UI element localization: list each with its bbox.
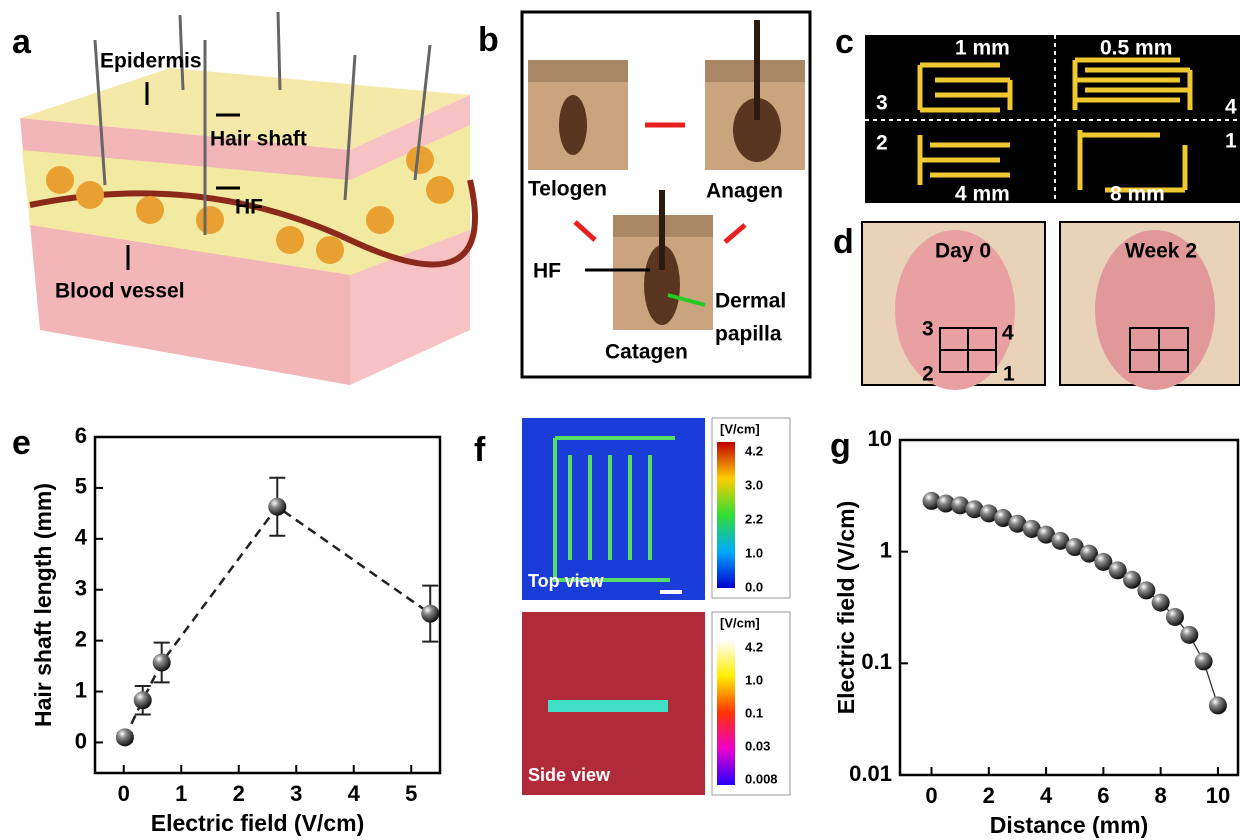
panel-d: d Day 0 Week 2 3 4 2 1: [833, 222, 1240, 390]
x-tick-label: 1: [175, 781, 187, 806]
colorbar-tick: 4.2: [745, 443, 763, 458]
y-tick-label: 1: [75, 677, 87, 702]
x-axis-label: Distance (mm): [990, 812, 1148, 838]
figure: a Epidermis Hair shaft HF Blood vessel b…: [0, 0, 1240, 840]
colorbar-tick: 0.008: [745, 771, 778, 786]
number: 2: [876, 132, 888, 155]
panel-a: a Epidermis Hair shaft HF Blood vessel: [12, 12, 475, 385]
plot-frame: [95, 437, 440, 773]
y-axis-label: Hair shaft length (mm): [30, 483, 56, 727]
colorbar-tick: 3.0: [745, 477, 763, 492]
y-tick-label: 6: [75, 423, 87, 448]
y-tick-label: 5: [75, 474, 87, 499]
x-axis-label: Electric field (V/cm): [151, 810, 364, 836]
data-point: [1137, 581, 1155, 599]
label: Anagen: [706, 180, 783, 203]
label: Hair shaft: [210, 128, 307, 151]
scale-bar: [660, 590, 682, 594]
label: Dermal: [715, 290, 786, 313]
x-tick-label: 4: [348, 781, 361, 806]
label: papilla: [715, 323, 782, 346]
y-tick-label: 0: [75, 728, 87, 753]
data-point: [421, 605, 439, 623]
number: 3: [876, 92, 888, 115]
field-pattern: [548, 700, 668, 712]
size-label: 1 mm: [955, 37, 1010, 60]
y-tick-label: 0.1: [861, 649, 892, 674]
label: HF: [235, 196, 263, 219]
colorbar: [717, 640, 735, 785]
label: Catagen: [605, 341, 688, 364]
panel-letter: d: [833, 223, 854, 261]
x-tick-label: 10: [1206, 783, 1230, 808]
data-point: [1152, 594, 1170, 612]
x-tick-label: 4: [1040, 783, 1053, 808]
connector-line: [125, 507, 430, 738]
x-tick-label: 2: [233, 781, 245, 806]
day-label: Day 0: [935, 240, 991, 263]
colorbar: [717, 442, 735, 588]
label: Telogen: [528, 178, 607, 201]
page: a Epidermis Hair shaft HF Blood vessel b…: [0, 0, 1240, 840]
data-point: [1180, 626, 1198, 644]
colorbar-tick: 4.2: [745, 639, 763, 654]
plot-frame: [900, 440, 1238, 775]
panel-letter: e: [12, 424, 31, 462]
data-point: [153, 654, 171, 672]
label: Epidermis: [100, 50, 202, 73]
data-point: [134, 691, 152, 709]
data-point: [268, 498, 286, 516]
data-point: [1209, 696, 1227, 714]
data-point: [1166, 608, 1184, 626]
colorbar-unit: [V/cm]: [720, 615, 760, 630]
y-tick-label: 0.01: [849, 761, 892, 786]
x-tick-label: 5: [405, 781, 417, 806]
y-tick-label: 3: [75, 576, 87, 601]
panel-letter: c: [835, 23, 854, 61]
size-label: 0.5 mm: [1100, 37, 1172, 60]
panel-letter: f: [474, 431, 486, 469]
colorbar-tick: 1.0: [745, 545, 763, 560]
colorbar-tick: 2.2: [745, 511, 763, 526]
data-point: [116, 728, 134, 746]
x-tick-label: 2: [983, 783, 995, 808]
label: Blood vessel: [55, 280, 185, 303]
colorbar-tick: 0.0: [745, 579, 763, 594]
x-tick-label: 0: [118, 781, 130, 806]
colorbar-tick: 0.03: [745, 738, 770, 753]
number: 1: [1003, 363, 1015, 386]
panel-letter: g: [830, 427, 851, 465]
connector-line: [932, 501, 1218, 706]
number: 3: [922, 318, 934, 341]
panel-letter: a: [12, 23, 32, 61]
colorbar-tick: 1.0: [745, 672, 763, 687]
number: 4: [1225, 96, 1237, 119]
number: 1: [1225, 130, 1237, 153]
y-tick-label: 1: [880, 537, 892, 562]
panel-letter: b: [478, 21, 499, 59]
size-label: 8 mm: [1110, 183, 1165, 206]
x-tick-label: 3: [290, 781, 302, 806]
day-label: Week 2: [1125, 240, 1197, 263]
view-label: Side view: [528, 765, 611, 785]
y-tick-label: 4: [75, 525, 88, 550]
x-tick-label: 8: [1155, 783, 1167, 808]
size-label: 4 mm: [955, 183, 1010, 206]
number: 4: [1002, 322, 1014, 345]
colorbar-unit: [V/cm]: [720, 421, 760, 436]
panel-f: [V/cm] 4.2 3.0 2.2 1.0 0.0 [V/cm] 4.2 1.0 0.1 0.03…: [474, 418, 790, 795]
number: 2: [922, 363, 934, 386]
panel-b: b Telogen Anagen Catagen HF Dermal papil…: [478, 12, 810, 377]
view-label: Top view: [528, 571, 605, 591]
panel-c: c 1 mm 0.5 mm 4 mm 8 mm 3 4 2 1: [835, 23, 1240, 206]
y-axis-label: Electric field (V/cm): [833, 501, 859, 714]
label: HF: [533, 260, 561, 283]
y-tick-label: 2: [75, 626, 87, 651]
colorbar-tick: 0.1: [745, 705, 763, 720]
x-tick-label: 0: [925, 783, 937, 808]
data-point: [1123, 571, 1141, 589]
x-tick-label: 6: [1097, 783, 1109, 808]
y-tick-label: 10: [868, 426, 892, 451]
data-point: [1195, 652, 1213, 670]
